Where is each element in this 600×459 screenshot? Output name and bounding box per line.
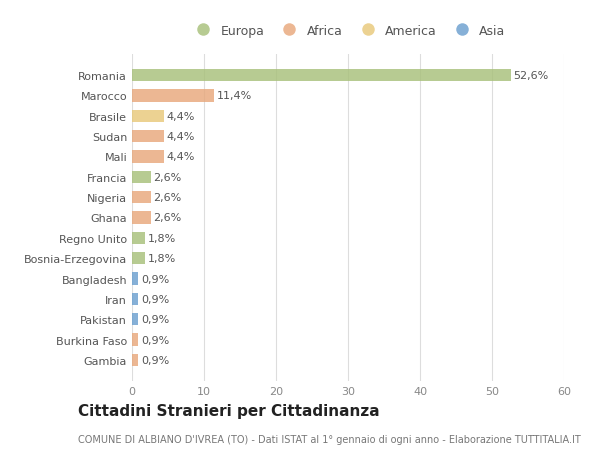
Text: 0,9%: 0,9%	[142, 314, 170, 325]
Bar	[132, 171, 151, 184]
Bar	[132, 313, 139, 325]
Text: 4,4%: 4,4%	[167, 112, 195, 122]
Bar	[132, 70, 511, 82]
Text: 2,6%: 2,6%	[154, 213, 182, 223]
Legend: Europa, Africa, America, Asia: Europa, Africa, America, Asia	[188, 22, 508, 40]
Bar	[132, 111, 164, 123]
Text: 1,8%: 1,8%	[148, 254, 176, 263]
Text: Cittadini Stranieri per Cittadinanza: Cittadini Stranieri per Cittadinanza	[78, 403, 380, 419]
Bar	[132, 192, 151, 204]
Text: 0,9%: 0,9%	[142, 274, 170, 284]
Bar	[132, 293, 139, 305]
Bar	[132, 131, 164, 143]
Bar	[132, 212, 151, 224]
Bar	[132, 273, 139, 285]
Bar	[132, 90, 214, 102]
Text: 4,4%: 4,4%	[167, 132, 195, 142]
Text: 52,6%: 52,6%	[514, 71, 549, 81]
Bar	[132, 232, 145, 244]
Bar	[132, 334, 139, 346]
Text: 4,4%: 4,4%	[167, 152, 195, 162]
Text: 0,9%: 0,9%	[142, 335, 170, 345]
Text: 0,9%: 0,9%	[142, 355, 170, 365]
Text: 2,6%: 2,6%	[154, 193, 182, 203]
Text: 11,4%: 11,4%	[217, 91, 252, 101]
Text: COMUNE DI ALBIANO D'IVREA (TO) - Dati ISTAT al 1° gennaio di ogni anno - Elabora: COMUNE DI ALBIANO D'IVREA (TO) - Dati IS…	[78, 434, 581, 443]
Bar	[132, 252, 145, 265]
Bar	[132, 354, 139, 366]
Bar	[132, 151, 164, 163]
Text: 2,6%: 2,6%	[154, 173, 182, 182]
Text: 1,8%: 1,8%	[148, 233, 176, 243]
Text: 0,9%: 0,9%	[142, 294, 170, 304]
